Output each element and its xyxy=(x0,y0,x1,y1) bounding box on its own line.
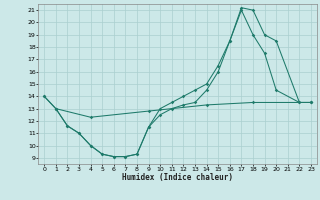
X-axis label: Humidex (Indice chaleur): Humidex (Indice chaleur) xyxy=(122,173,233,182)
